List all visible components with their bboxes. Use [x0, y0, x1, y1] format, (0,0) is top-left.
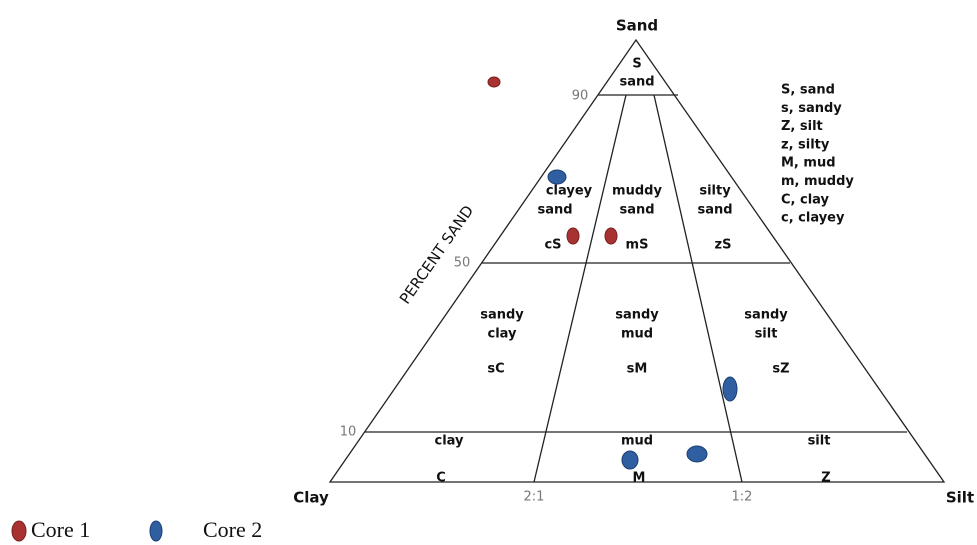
region-code: sM: [627, 362, 648, 377]
legend-label: Core 1: [31, 517, 90, 542]
region-code: C: [436, 471, 446, 486]
legend-label: Core 2: [203, 517, 262, 542]
region-name: clay: [487, 327, 517, 342]
point: [604, 227, 618, 245]
corner-label: Silt: [946, 489, 974, 507]
key-entry: c, clayey: [781, 211, 845, 226]
region-name: silt: [755, 327, 778, 342]
tick-label: 1:2: [732, 490, 753, 505]
region-name: clay: [434, 434, 464, 449]
region-code: Z: [821, 471, 830, 486]
boundary: [533, 94, 627, 483]
triangle: [328, 38, 946, 483]
region-code: mS: [626, 238, 649, 253]
point: [547, 169, 567, 185]
tick-label: 50: [454, 256, 471, 271]
tick-label: 2:1: [524, 490, 545, 505]
core-2-points: [547, 169, 738, 470]
point: [686, 445, 708, 463]
key-entry: Z, silt: [781, 119, 823, 134]
boundary: [653, 94, 743, 483]
region-name: silt: [808, 434, 831, 449]
region-code: sZ: [772, 362, 789, 377]
region-name: sand: [697, 203, 732, 218]
key-entry: M, mud: [781, 156, 836, 171]
region-code: cS: [544, 238, 561, 253]
region-name: silty: [699, 184, 731, 199]
point: [566, 227, 580, 245]
key-entry: C, clay: [781, 192, 830, 207]
key-entry: s, sandy: [781, 101, 842, 116]
region-name: sand: [537, 203, 572, 218]
region-code: zS: [715, 238, 732, 253]
tick-label: 10: [340, 425, 357, 440]
legend-swatch: [149, 520, 163, 542]
key-entry: m, muddy: [781, 174, 854, 189]
region-name: sand: [619, 203, 654, 218]
region-name: mud: [621, 434, 653, 449]
tick-label: 90: [572, 89, 589, 104]
key-entry: z, silty: [781, 137, 830, 152]
region-name: sandy: [480, 308, 524, 323]
core-1-points: [487, 76, 618, 245]
point: [722, 376, 738, 402]
region-name: sandy: [744, 308, 788, 323]
region-code: S: [632, 57, 641, 72]
region-code: sC: [487, 362, 504, 377]
region-name: clayey: [546, 184, 593, 199]
region-code: M: [633, 471, 646, 486]
region-name: mud: [621, 327, 653, 342]
key: S, sand s, sandy Z, silt z, silty M, mud m, m…: [781, 83, 854, 226]
corner-label: Clay: [293, 489, 329, 507]
region-name: muddy: [612, 184, 662, 199]
region-name: sand: [619, 75, 654, 90]
point: [621, 450, 639, 470]
legend-swatch: [11, 520, 27, 542]
apex-label: Sand: [616, 17, 658, 35]
point: [487, 76, 501, 88]
region-name: sandy: [615, 308, 659, 323]
key-entry: S, sand: [781, 83, 835, 98]
